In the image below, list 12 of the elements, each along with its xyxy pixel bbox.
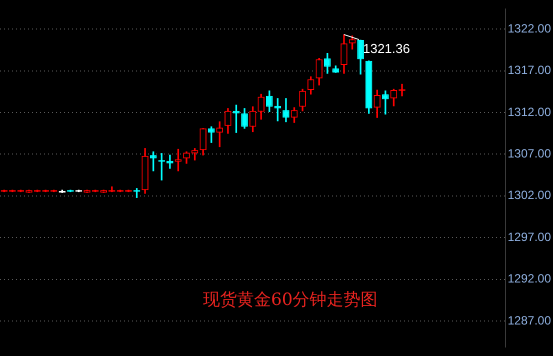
- annotation: 1321.36: [362, 41, 410, 56]
- y-tick-label: 1302.00: [508, 188, 552, 202]
- y-tick-label: 1287.00: [508, 313, 552, 328]
- y-tick-label: 1297.00: [508, 230, 552, 244]
- y-tick-label: 1312.00: [508, 104, 552, 119]
- candlestick: [382, 90, 389, 115]
- candlestick: [166, 154, 174, 169]
- y-tick-label: 1322.00: [508, 22, 552, 36]
- y-tick-label: 1307.00: [508, 146, 552, 161]
- y-tick-label: 1292.00: [508, 272, 552, 286]
- text: 现货黄金60分钟走势图: [203, 289, 379, 311]
- y-tick-label: 1317.00: [508, 63, 552, 78]
